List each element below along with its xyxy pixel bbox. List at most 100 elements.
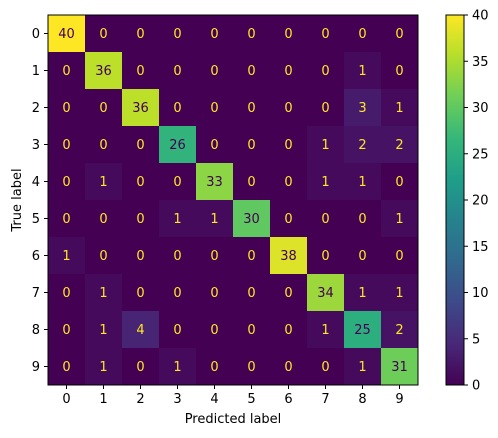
matrix-cell [233, 311, 271, 349]
matrix-cell [159, 237, 197, 275]
cell-value-label: 0 [62, 286, 70, 301]
cell-value-label: 0 [62, 138, 70, 153]
matrix-cell [233, 89, 271, 127]
matrix-cell [270, 126, 308, 164]
matrix-cell [196, 52, 234, 90]
cell-value-label: 0 [62, 212, 70, 227]
cell-value-label: 1 [358, 360, 366, 375]
cell-value-label: 0 [99, 249, 107, 264]
cell-value-label: 0 [284, 175, 292, 190]
y-axis-label: True label [10, 168, 25, 232]
matrix-cell [85, 126, 123, 164]
matrix-cell [233, 52, 271, 90]
matrix-cell [48, 163, 86, 201]
cell-value-label: 0 [99, 212, 107, 227]
matrix-cell [196, 163, 234, 201]
cell-value-label: 1 [358, 286, 366, 301]
matrix-cell [85, 200, 123, 238]
cell-value-label: 0 [247, 27, 255, 42]
cell-value-label: 36 [132, 101, 149, 116]
colorbar-tick-label: 0 [472, 379, 480, 394]
cell-value-label: 0 [210, 27, 218, 42]
matrix-cell [196, 89, 234, 127]
matrix-cell [307, 15, 345, 53]
cell-value-label: 0 [136, 212, 144, 227]
cell-value-label: 0 [99, 138, 107, 153]
cell-value-label: 0 [321, 64, 329, 79]
matrix-cell [122, 200, 160, 238]
y-tick-label: 7 [32, 286, 40, 301]
cell-value-label: 0 [284, 360, 292, 375]
cell-value-label: 0 [284, 101, 292, 116]
cell-value-label: 1 [395, 286, 403, 301]
cell-value-label: 0 [136, 138, 144, 153]
colorbar [445, 14, 465, 386]
matrix-cell [122, 274, 160, 312]
matrix-cell [122, 311, 160, 349]
x-axis-ticks: 0 1 2 3 4 5 6 7 8 9 [62, 385, 404, 407]
matrix-cell [270, 348, 308, 386]
matrix-cell [270, 15, 308, 53]
cell-value-label: 0 [247, 249, 255, 264]
matrix-cell [48, 237, 86, 275]
matrix-cell [85, 89, 123, 127]
cell-value-label: 0 [62, 360, 70, 375]
matrix-cell [48, 126, 86, 164]
cell-value-label: 0 [62, 64, 70, 79]
matrix-cell [344, 15, 382, 53]
cell-value-label: 0 [210, 138, 218, 153]
cell-value-label: 0 [284, 286, 292, 301]
matrix-cell [122, 348, 160, 386]
matrix-cell [344, 200, 382, 238]
cell-value-label: 0 [173, 101, 181, 116]
y-tick-label: 6 [32, 249, 40, 264]
matrix-cell [307, 348, 345, 386]
cell-value-label: 0 [395, 249, 403, 264]
cell-value-label: 0 [173, 323, 181, 338]
matrix-cell [344, 89, 382, 127]
cell-value-label: 0 [321, 101, 329, 116]
cell-value-label: 1 [99, 175, 107, 190]
cell-value-label: 2 [395, 323, 403, 338]
cell-value-label: 0 [136, 360, 144, 375]
matrix-cell [381, 237, 419, 275]
matrix-cell [381, 311, 419, 349]
cell-value-label: 0 [210, 249, 218, 264]
cell-value-label: 0 [210, 286, 218, 301]
matrix-cells [48, 15, 419, 386]
x-tick-label: 1 [99, 392, 107, 407]
matrix-cell [307, 163, 345, 201]
cell-value-label: 0 [173, 64, 181, 79]
cell-value-label: 0 [284, 212, 292, 227]
matrix-cell [381, 126, 419, 164]
cell-value-label: 0 [284, 323, 292, 338]
cell-value-label: 0 [99, 101, 107, 116]
cell-value-label: 0 [62, 323, 70, 338]
cell-value-label: 30 [243, 212, 260, 227]
matrix-cell [48, 274, 86, 312]
cell-value-label: 0 [247, 175, 255, 190]
matrix-cell [159, 15, 197, 53]
matrix-cell [233, 348, 271, 386]
cell-value-label: 0 [62, 175, 70, 190]
matrix-cell [344, 348, 382, 386]
colorbar-tick-label: 10 [472, 286, 489, 301]
matrix-cell [159, 274, 197, 312]
matrix-cell [381, 89, 419, 127]
cell-value-label: 2 [395, 138, 403, 153]
cell-value-label: 34 [317, 286, 334, 301]
colorbar-tick-label: 40 [472, 9, 489, 24]
matrix-cell-labels: 40 0 0 0 0 0 0 0 0 00 36 0 0 0 0 0 0 1 00 0 36 0 0 0 0 0 3 10 0 0 26 0 0… [58, 27, 408, 375]
matrix-cell [233, 237, 271, 275]
cell-value-label: 0 [321, 249, 329, 264]
x-tick-label: 3 [173, 392, 181, 407]
y-tick-label: 5 [32, 212, 40, 227]
cell-value-label: 0 [321, 212, 329, 227]
matrix-cell [85, 274, 123, 312]
cell-value-label: 0 [395, 27, 403, 42]
matrix-cell [196, 126, 234, 164]
cell-value-label: 1 [358, 64, 366, 79]
y-tick-label: 1 [32, 64, 40, 79]
cell-value-label: 0 [173, 27, 181, 42]
cell-value-label: 0 [284, 64, 292, 79]
